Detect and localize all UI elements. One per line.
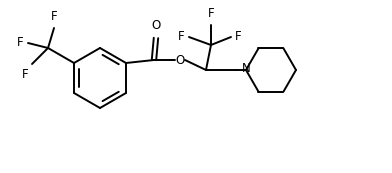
Text: F: F [22,68,28,81]
Text: F: F [51,10,57,23]
Text: N: N [241,62,250,75]
Text: F: F [235,30,241,43]
Text: O: O [175,53,185,66]
Text: F: F [16,37,23,49]
Text: O: O [151,19,161,32]
Text: F: F [178,30,185,43]
Text: F: F [208,7,214,20]
